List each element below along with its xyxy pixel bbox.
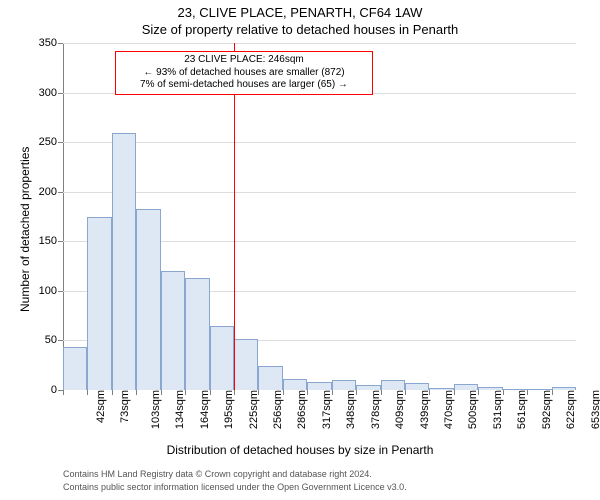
x-tick-mark <box>210 390 211 395</box>
reference-line <box>234 43 235 390</box>
x-tick-label: 531sqm <box>490 390 504 429</box>
x-tick-mark <box>307 390 308 395</box>
histogram-bar <box>454 384 478 390</box>
x-tick-label: 103sqm <box>148 390 162 429</box>
annotation-line: ← 93% of detached houses are smaller (87… <box>120 67 368 80</box>
x-axis-label: Distribution of detached houses by size … <box>0 443 600 457</box>
x-tick-mark <box>87 390 88 395</box>
x-tick-mark <box>429 390 430 395</box>
footer-line-2: Contains public sector information licen… <box>63 482 407 492</box>
histogram-bar <box>87 217 111 391</box>
x-tick-label: 225sqm <box>246 390 260 429</box>
y-tick-label: 350 <box>39 37 63 49</box>
histogram-bar <box>527 389 551 390</box>
x-tick-mark <box>332 390 333 395</box>
y-axis-label: Number of detached properties <box>18 146 32 311</box>
x-tick-label: 592sqm <box>539 390 553 429</box>
histogram-bar <box>136 209 160 390</box>
x-tick-mark <box>454 390 455 395</box>
chart-title-address: 23, CLIVE PLACE, PENARTH, CF64 1AW <box>0 5 600 20</box>
x-tick-mark <box>381 390 382 395</box>
plot-area: 05010015020025030035042sqm73sqm103sqm134… <box>63 43 576 390</box>
histogram-bar <box>210 326 234 390</box>
x-tick-label: 195sqm <box>221 390 235 429</box>
histogram-bar <box>258 366 282 390</box>
histogram-bar <box>112 133 136 390</box>
histogram-bar <box>234 339 258 390</box>
x-tick-mark <box>161 390 162 395</box>
x-tick-label: 500sqm <box>466 390 480 429</box>
histogram-bar <box>552 387 576 390</box>
x-tick-mark <box>112 390 113 395</box>
histogram-bar <box>185 278 209 390</box>
histogram-bar <box>503 389 527 390</box>
y-tick-label: 100 <box>39 285 63 297</box>
x-tick-mark <box>356 390 357 395</box>
y-gridline <box>63 43 576 44</box>
x-tick-label: 622sqm <box>563 390 577 429</box>
histogram-bar <box>283 379 307 390</box>
x-tick-label: 653sqm <box>588 390 600 429</box>
y-gridline <box>63 142 576 143</box>
annotation-line: 7% of semi-detached houses are larger (6… <box>120 79 368 92</box>
histogram-bar <box>405 383 429 390</box>
footer-line-1: Contains HM Land Registry data © Crown c… <box>63 469 372 479</box>
y-tick-label: 150 <box>39 235 63 247</box>
x-tick-label: 164sqm <box>197 390 211 429</box>
x-tick-mark <box>63 390 64 395</box>
y-tick-label: 250 <box>39 136 63 148</box>
x-tick-mark <box>478 390 479 395</box>
x-tick-label: 73sqm <box>117 390 131 423</box>
histogram-bar <box>381 380 405 390</box>
histogram-bar <box>332 380 356 390</box>
x-tick-label: 409sqm <box>392 390 406 429</box>
histogram-bar <box>63 347 87 390</box>
histogram-bar <box>307 382 331 390</box>
x-tick-mark <box>552 390 553 395</box>
y-gridline <box>63 192 576 193</box>
chart-title-subtitle: Size of property relative to detached ho… <box>0 22 600 37</box>
x-tick-label: 470sqm <box>441 390 455 429</box>
y-axis-line <box>63 43 64 390</box>
x-tick-label: 378sqm <box>368 390 382 429</box>
chart-container: { "title1": { "text": "23, CLIVE PLACE, … <box>0 0 600 500</box>
x-tick-label: 134sqm <box>172 390 186 429</box>
x-tick-label: 256sqm <box>270 390 284 429</box>
annotation-line: 23 CLIVE PLACE: 246sqm <box>120 54 368 67</box>
x-tick-mark <box>503 390 504 395</box>
histogram-bar <box>161 271 185 390</box>
histogram-bar <box>478 387 502 390</box>
x-tick-label: 348sqm <box>343 390 357 429</box>
x-tick-label: 439sqm <box>417 390 431 429</box>
x-tick-mark <box>258 390 259 395</box>
x-tick-label: 286sqm <box>295 390 309 429</box>
x-tick-label: 42sqm <box>93 390 107 423</box>
histogram-bar <box>356 385 380 390</box>
y-tick-label: 0 <box>51 384 63 396</box>
x-tick-mark <box>234 390 235 395</box>
y-tick-label: 300 <box>39 87 63 99</box>
annotation-box: 23 CLIVE PLACE: 246sqm← 93% of detached … <box>115 51 373 95</box>
y-tick-label: 50 <box>45 334 63 346</box>
x-tick-mark <box>527 390 528 395</box>
x-tick-label: 317sqm <box>319 390 333 429</box>
x-tick-mark <box>283 390 284 395</box>
x-tick-mark <box>136 390 137 395</box>
x-tick-label: 561sqm <box>514 390 528 429</box>
x-tick-mark <box>185 390 186 395</box>
y-tick-label: 200 <box>39 186 63 198</box>
histogram-bar <box>429 388 453 390</box>
x-tick-mark <box>405 390 406 395</box>
